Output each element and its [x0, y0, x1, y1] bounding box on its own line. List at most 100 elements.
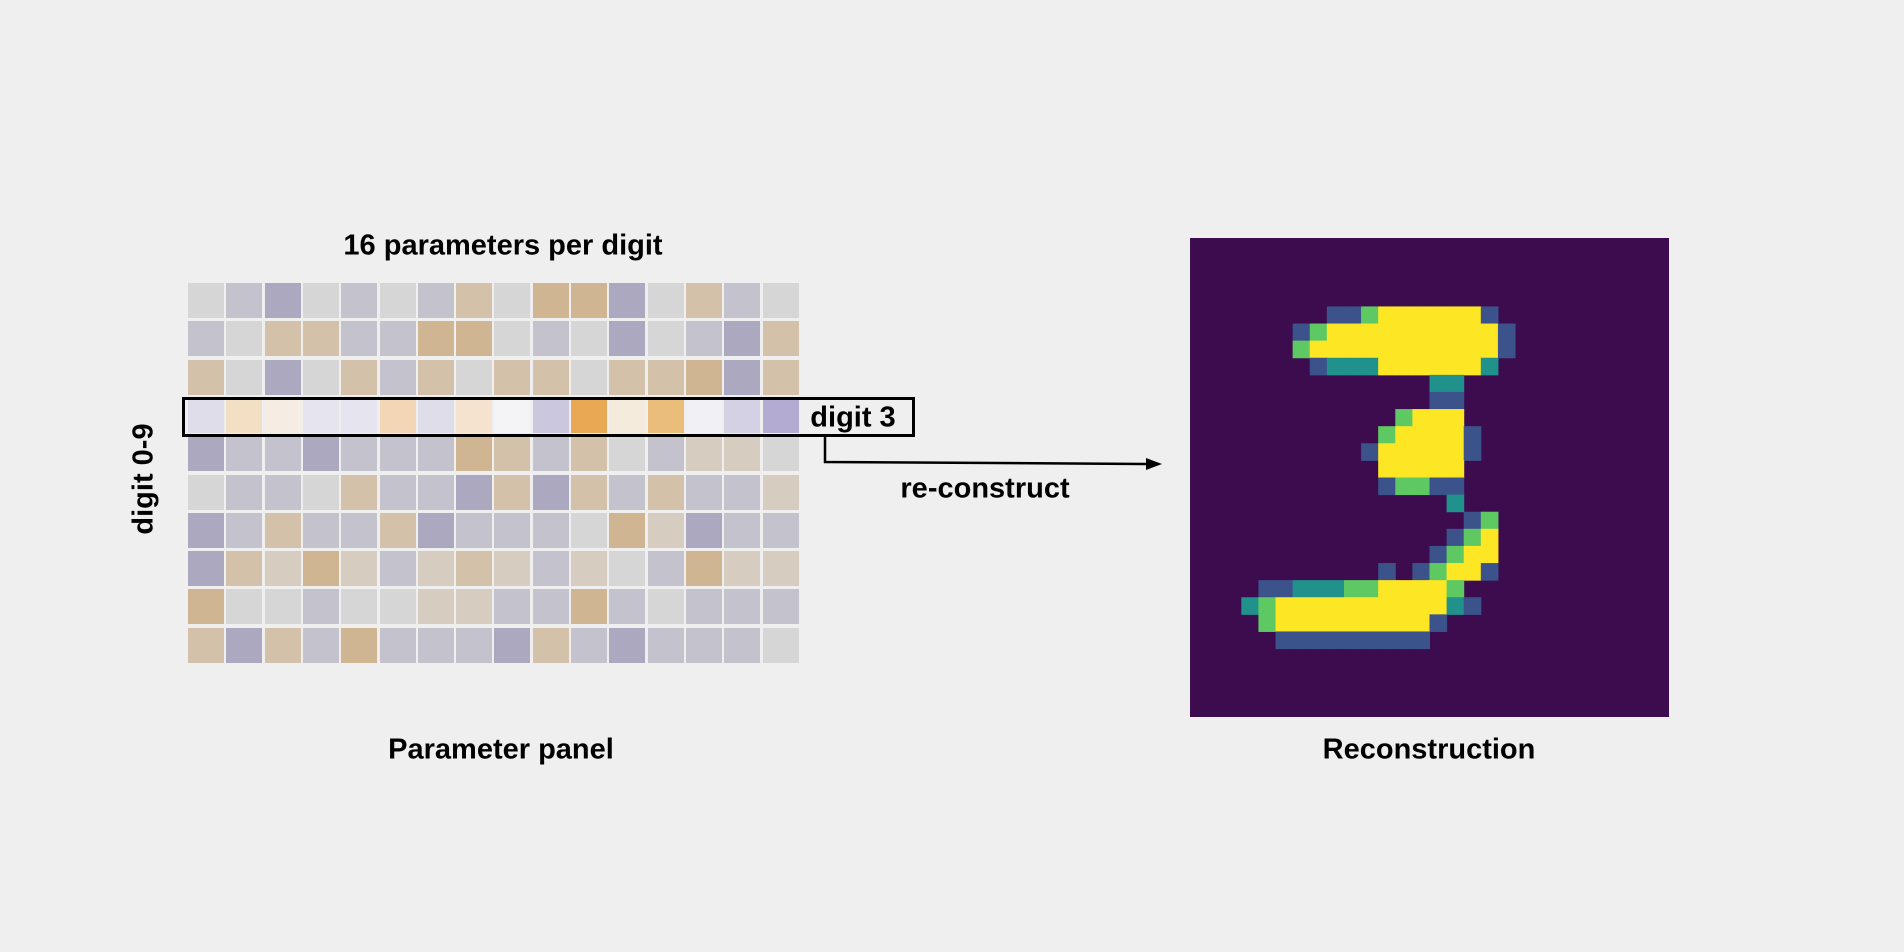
reconstruction-pixel	[1378, 306, 1396, 325]
reconstruction-pixel	[1429, 545, 1448, 564]
reconstruction-pixel	[1292, 340, 1311, 359]
reconstruction-pixel	[1326, 357, 1345, 376]
parameter-cell	[609, 551, 646, 587]
reconstruction-pixel	[1361, 580, 1379, 598]
parameter-cell	[571, 474, 607, 510]
reconstruction-pixel	[1446, 323, 1465, 342]
highlighted-parameter-cell	[188, 397, 224, 433]
parameter-cell	[685, 436, 722, 472]
parameter-cell	[456, 474, 493, 510]
reconstruction-pixel	[1378, 443, 1396, 461]
reconstruction-pixel	[1309, 614, 1328, 632]
reconstruction-pixel	[1429, 426, 1448, 444]
panel-title: 16 parameters per digit	[343, 229, 663, 262]
parameter-cell	[264, 512, 301, 548]
parameter-cell	[302, 589, 339, 625]
reconstruction-pixel	[1446, 340, 1465, 359]
parameter-cell	[456, 436, 493, 472]
reconstruction-pixel	[1446, 545, 1465, 564]
reconstruction-pixel	[1429, 374, 1448, 393]
parameter-cell	[341, 627, 378, 663]
reconstruction-pixel	[1497, 340, 1516, 359]
parameter-cell	[379, 321, 416, 357]
parameter-cell	[417, 551, 454, 587]
reconstruction-pixel	[1361, 340, 1379, 359]
parameter-cell	[762, 474, 799, 510]
parameter-cell	[456, 321, 493, 357]
reconstruction-pixel	[1309, 323, 1328, 342]
parameter-cell	[571, 436, 607, 472]
reconstruction-pixel	[1275, 580, 1294, 598]
reconstruction-pixel	[1343, 597, 1362, 615]
parameter-cell	[724, 589, 761, 625]
parameter-cell	[609, 474, 646, 510]
reconstruction-pixel	[1412, 614, 1430, 632]
reconstruction-pixel	[1463, 306, 1482, 325]
parameter-cell	[302, 512, 339, 548]
highlighted-parameter-cell	[417, 397, 454, 433]
reconstruction-pixel	[1275, 597, 1294, 615]
parameter-cell	[609, 321, 646, 357]
parameter-cell	[647, 551, 684, 587]
parameter-cell	[226, 359, 263, 395]
reconstruction-pixel	[1446, 580, 1465, 598]
parameter-cell	[494, 359, 531, 395]
parameter-cell	[188, 283, 224, 318]
parameter-cell	[685, 321, 722, 357]
reconstruction-pixel	[1395, 580, 1413, 598]
reconstruction-pixel	[1326, 323, 1345, 342]
parameter-cell	[647, 589, 684, 625]
parameter-cell	[456, 512, 493, 548]
reconstruction-pixel	[1412, 323, 1430, 342]
reconstruction-pixel	[1378, 580, 1396, 598]
reconstruction-pixel	[1429, 340, 1448, 359]
reconstruction-pixel	[1258, 614, 1277, 632]
reconstruction-pixel	[1463, 357, 1482, 376]
reconstruction-pixel	[1446, 391, 1465, 410]
parameter-cell	[341, 589, 378, 625]
highlighted-parameter-cell	[685, 397, 722, 433]
reconstruction-pixel	[1292, 597, 1311, 615]
reconstruction-pixel	[1446, 374, 1465, 393]
reconstruction-pixel	[1378, 340, 1396, 359]
highlighted-parameter-cell	[571, 397, 607, 433]
parameter-cell	[456, 551, 493, 587]
reconstruction-pixel	[1395, 409, 1413, 427]
parameter-cell	[302, 283, 339, 318]
parameter-cell	[379, 359, 416, 395]
parameter-grid	[188, 283, 800, 665]
parameter-cell	[379, 551, 416, 587]
parameter-cell	[532, 436, 569, 472]
reconstruction-pixel	[1292, 631, 1311, 650]
parameter-cell	[571, 589, 607, 625]
parameter-cell	[226, 551, 263, 587]
highlighted-parameter-cell	[647, 397, 684, 433]
parameter-cell	[341, 359, 378, 395]
reconstruction-pixel	[1378, 426, 1396, 444]
reconstruction-pixel	[1326, 597, 1345, 615]
reconstruction-pixel	[1412, 597, 1430, 615]
reconstruction-pixel	[1480, 357, 1499, 376]
parameter-cell	[685, 551, 722, 587]
reconstruction-pixel	[1446, 357, 1465, 376]
reconstruction-pixel	[1463, 323, 1482, 342]
reconstruction-pixel	[1429, 391, 1448, 410]
parameter-cell	[302, 551, 339, 587]
reconstruction-pixel	[1326, 614, 1345, 632]
parameter-cell	[571, 283, 607, 318]
parameter-cell	[226, 283, 263, 318]
parameter-cell	[685, 512, 722, 548]
parameter-cell	[762, 359, 799, 395]
reconstruction-pixel	[1326, 340, 1345, 359]
highlighted-row-box	[182, 397, 915, 437]
parameter-cell	[647, 474, 684, 510]
arrow-label: re-construct	[900, 472, 1070, 505]
reconstruction-pixel	[1412, 460, 1430, 478]
parameter-cell	[302, 474, 339, 510]
parameter-cell	[532, 589, 569, 625]
reconstruction-pixel	[1258, 597, 1277, 615]
reconstruction-pixel	[1480, 323, 1499, 342]
reconstruction-pixel	[1395, 323, 1413, 342]
reconstruction-pixel	[1463, 597, 1482, 615]
parameter-cell	[188, 627, 224, 663]
